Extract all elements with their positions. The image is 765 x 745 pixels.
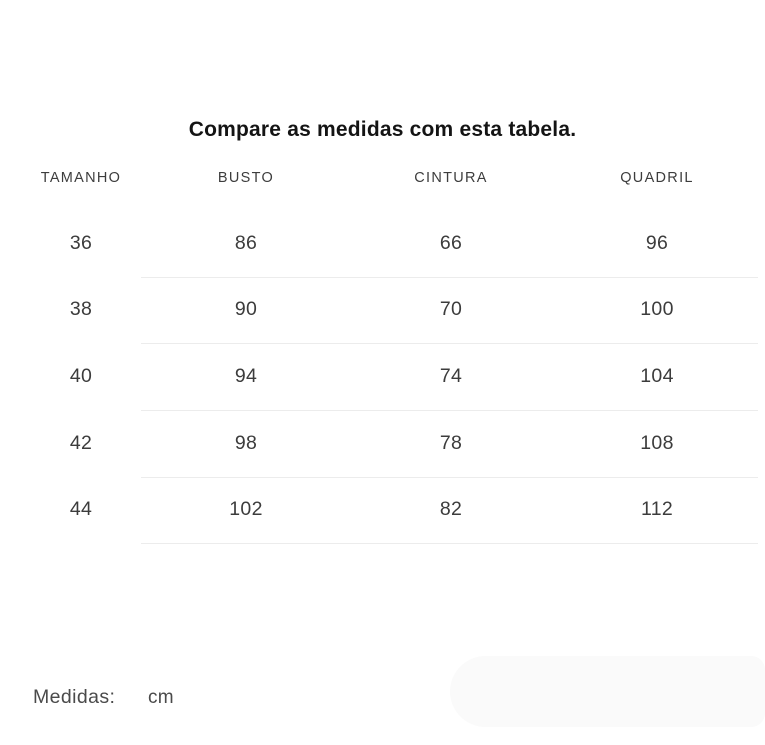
size-cell: 40 — [69, 365, 93, 387]
page-title: Compare as medidas com esta tabela. — [188, 118, 577, 141]
measurements-unit-value: cm — [148, 687, 174, 708]
waist-cell: 78 — [439, 432, 463, 454]
waist-cell: 82 — [439, 498, 463, 520]
bust-cell: 102 — [229, 498, 263, 520]
size-cell: 42 — [69, 432, 93, 454]
bust-cell: 86 — [234, 232, 258, 254]
hip-cell: 96 — [645, 232, 669, 254]
header-cintura: CINTURA — [414, 170, 488, 186]
hip-cell: 112 — [641, 498, 673, 520]
header-busto: BUSTO — [217, 170, 275, 186]
row-divider — [141, 277, 758, 278]
table-header-row: TAMANHO BUSTO CINTURA QUADRIL — [0, 164, 742, 192]
table-row: 40 94 74 104 — [0, 343, 742, 410]
bust-cell: 90 — [234, 298, 258, 320]
bust-cell: 94 — [234, 365, 258, 387]
table-row: 42 98 78 108 — [0, 410, 742, 477]
hip-cell: 108 — [640, 432, 674, 454]
table-row: 44 102 82 112 — [0, 476, 742, 543]
size-cell: 36 — [69, 232, 93, 254]
table-row: 38 90 70 100 — [0, 276, 742, 343]
header-tamanho: TAMANHO — [40, 170, 122, 186]
size-cell: 44 — [69, 498, 93, 520]
row-divider — [141, 477, 758, 478]
header-quadril: QUADRIL — [620, 170, 694, 186]
size-cell: 38 — [69, 298, 93, 320]
hip-cell: 104 — [640, 365, 674, 387]
waist-cell: 74 — [439, 365, 463, 387]
waist-cell: 66 — [439, 232, 463, 254]
row-divider — [141, 543, 758, 544]
waist-cell: 70 — [439, 298, 463, 320]
bust-cell: 98 — [234, 432, 258, 454]
row-divider — [141, 410, 758, 411]
hip-cell: 100 — [640, 298, 674, 320]
table-row: 36 86 66 96 — [0, 210, 742, 277]
row-divider — [141, 343, 758, 344]
bottom-right-rounded-panel — [450, 656, 765, 727]
measurements-unit-label: Medidas: — [33, 686, 116, 708]
